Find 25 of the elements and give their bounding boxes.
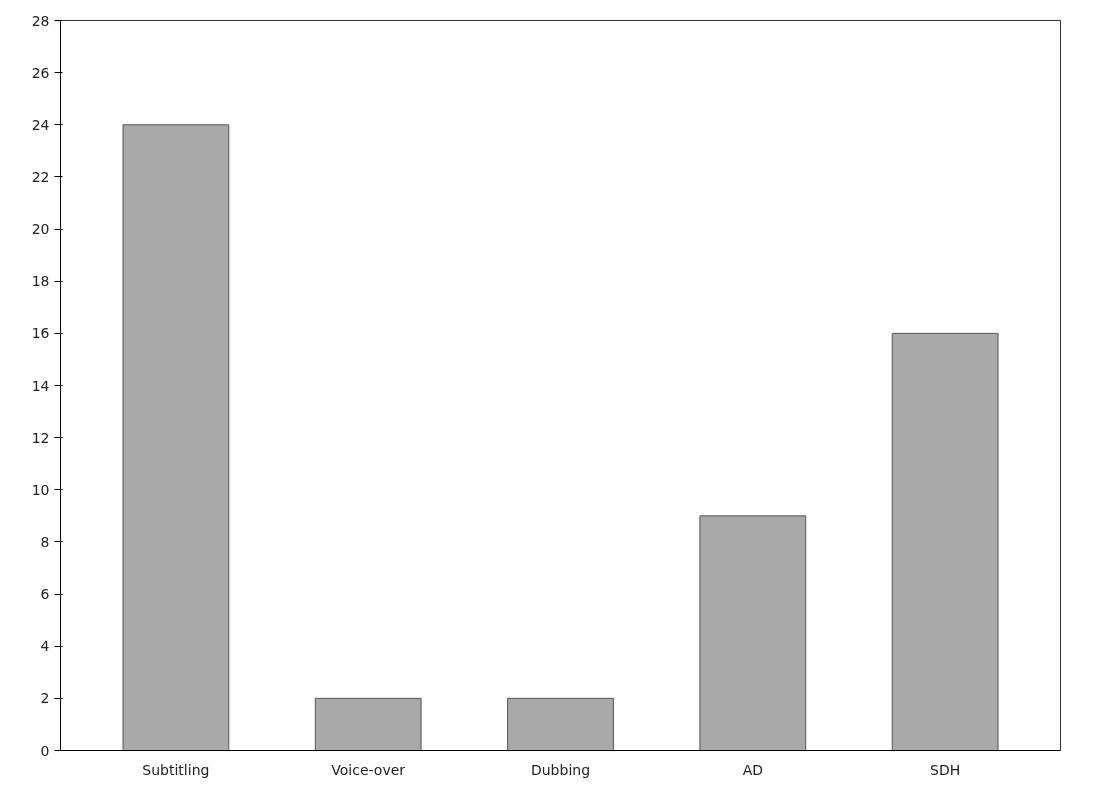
y-tick-label: 24 bbox=[31, 116, 50, 133]
y-tick-label: 10 bbox=[31, 481, 50, 498]
y-tick-label: 8 bbox=[40, 533, 50, 550]
y-tick-label: 2 bbox=[40, 690, 50, 707]
x-tick-label: Subtitling bbox=[142, 761, 210, 778]
y-tick-label: 20 bbox=[31, 221, 50, 238]
bar bbox=[122, 124, 230, 751]
y-tick-label: 28 bbox=[31, 12, 50, 29]
y-tick-label: 0 bbox=[40, 742, 50, 759]
bar bbox=[507, 697, 614, 751]
bar bbox=[891, 332, 999, 751]
y-tick-label: 14 bbox=[31, 377, 50, 394]
y-tick-label: 22 bbox=[31, 168, 50, 185]
y-tick-label: 6 bbox=[40, 586, 50, 603]
x-tick-label: Voice-over bbox=[331, 761, 406, 778]
x-tick-label: Dubbing bbox=[530, 761, 591, 778]
y-tick-label: 12 bbox=[31, 429, 50, 446]
y-tick-label: 16 bbox=[31, 325, 50, 342]
y-tick-label: 18 bbox=[31, 273, 50, 290]
x-tick-label: SDH bbox=[930, 761, 961, 778]
bar bbox=[699, 515, 807, 751]
bar bbox=[314, 697, 422, 751]
x-tick-label: AD bbox=[742, 761, 763, 778]
y-tick-label: 26 bbox=[31, 64, 50, 81]
y-tick-label: 4 bbox=[40, 638, 50, 655]
